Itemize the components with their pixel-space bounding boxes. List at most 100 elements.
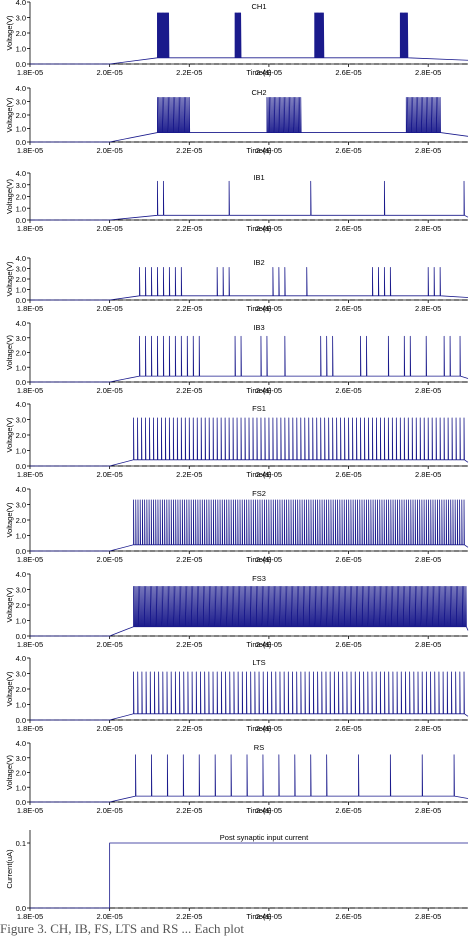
y-tick-label: 2.0: [16, 431, 26, 440]
x-tick-label: 2.8E-05: [415, 68, 441, 77]
x-tick-label: 2.8E-05: [415, 224, 441, 233]
x-tick-label: 2.4E-05: [256, 146, 282, 155]
y-tick-label: 2.0: [16, 685, 26, 694]
x-tick-label: 2.2E-05: [176, 470, 202, 479]
panel-ib2: 0.01.0 2.03.0 4.0 1.8E-05 2.0E-05 2.2E-05 2.4E…: [5, 254, 469, 313]
y-tick-label: 1.0: [16, 45, 26, 54]
x-tick-label: 2.4E-05: [256, 386, 282, 395]
y-tick-label: 3.0: [16, 181, 26, 190]
x-tick-label: 2.2E-05: [176, 304, 202, 313]
voltage-trace: [30, 671, 469, 721]
panel-title: LTS: [252, 658, 265, 667]
panel-lts: 0.0 1.0 2.0 3.0 4.0 1.8E-05 2.0E-05 2.2E-05 2.4E…: [5, 654, 469, 733]
y-tick-label: 1.0: [16, 447, 26, 456]
x-tick-label: 1.8E-05: [17, 146, 43, 155]
panel-fs1: 0.0 1.0 2.0 3.0 4.0 1.8E-05 2.0E-05 2.2E-05 2.4E…: [5, 400, 469, 479]
x-tick-label: 2.8E-05: [415, 724, 441, 733]
y-tick-label: 0.0: [16, 60, 26, 69]
voltage-trace: [30, 335, 469, 383]
voltage-trace: [30, 754, 469, 803]
y-axis-label: Voltage(V): [5, 97, 14, 133]
y-tick-label: 3.0: [16, 334, 26, 343]
y-tick-label: 2.0: [16, 769, 26, 778]
y-axis-label: Voltage(V): [5, 15, 14, 51]
x-tick-label: 2.8E-05: [415, 304, 441, 313]
x-tick-label: 2.8E-05: [415, 146, 441, 155]
x-tick-label: 2.6E-05: [335, 724, 361, 733]
y-tick-label: 2.0: [16, 275, 26, 284]
x-tick-label: 1.8E-05: [17, 224, 43, 233]
y-tick-label: 2.0: [16, 111, 26, 120]
x-tick-label: 2.8E-05: [415, 912, 441, 921]
x-tick-label: 2.0E-05: [96, 68, 122, 77]
y-tick-label: 1.0: [16, 532, 26, 541]
x-tick-label: 2.2E-05: [176, 912, 202, 921]
y-tick-label: 4.0: [16, 0, 26, 7]
y-tick-label: 4.0: [16, 654, 26, 663]
y-axis-label: Voltage(V): [5, 502, 14, 538]
x-axis-label: Time(s): [246, 68, 272, 77]
y-tick-label: 4.0: [16, 169, 26, 178]
y-tick-label: 3.0: [16, 416, 26, 425]
x-tick-label: 2.6E-05: [335, 68, 361, 77]
x-tick-label: 2.4E-05: [256, 806, 282, 815]
x-axis-label: Time(s): [246, 912, 272, 921]
y-tick-label: 0.1: [16, 839, 26, 848]
x-tick-label: 2.0E-05: [96, 146, 122, 155]
figure-caption: Figure 3. CH, IB, FS, LTS and RS ... Eac…: [0, 921, 245, 936]
x-axis-label: Time(s): [246, 806, 272, 815]
y-axis-label: Voltage(V): [5, 417, 14, 453]
axis-lines: [29, 323, 468, 383]
x-tick-label: 2.0E-05: [96, 470, 122, 479]
x-tick-label: 2.0E-05: [96, 555, 122, 564]
y-tick-label: 3.0: [16, 501, 26, 510]
x-tick-label: 2.2E-05: [176, 640, 202, 649]
panel-rs: 0.0 1.0 2.0 3.0 4.0 1.8E-05 2.0E-05 2.2E-05 2.4E…: [5, 739, 469, 815]
panel-title: IB1: [253, 173, 264, 182]
x-tick-label: 1.8E-05: [17, 68, 43, 77]
y-tick-label: 4.0: [16, 570, 26, 579]
x-tick-label: 2.4E-05: [256, 470, 282, 479]
y-tick-label: 1.0: [16, 125, 26, 134]
voltage-trace: [30, 97, 469, 143]
y-tick-label: 2.0: [16, 601, 26, 610]
x-tick-label: 2.0E-05: [96, 912, 122, 921]
y-tick-label: 0.0: [16, 904, 26, 913]
x-axis-label: Time(s): [246, 386, 272, 395]
axis-lines: [29, 173, 468, 221]
x-tick-label: 2.2E-05: [176, 68, 202, 77]
x-tick-label: 2.2E-05: [176, 806, 202, 815]
y-tick-label: 0.0: [16, 378, 26, 387]
x-tick-label: 2.8E-05: [415, 640, 441, 649]
panel-ib3: 0.0 1.0 2.0 3.0 4.0 1.8E-05 2.0E-05 2.2E-05 2.4E…: [5, 319, 469, 395]
y-tick-label: 4.0: [16, 400, 26, 409]
axis-lines: [29, 743, 468, 803]
x-tick-label: 2.8E-05: [415, 386, 441, 395]
y-tick-label: 0.0: [16, 547, 26, 556]
y-tick-label: 1.0: [16, 701, 26, 710]
x-tick-label: 2.8E-05: [415, 555, 441, 564]
x-tick-label: 2.6E-05: [335, 912, 361, 921]
x-tick-label: 2.6E-05: [335, 470, 361, 479]
x-tick-label: 1.8E-05: [17, 555, 43, 564]
panel-title: FS1: [252, 404, 266, 413]
axis-lines: [29, 258, 468, 301]
y-tick-label: 1.0: [16, 204, 26, 213]
x-axis-label: Time(s): [246, 640, 272, 649]
x-tick-label: 2.6E-05: [335, 555, 361, 564]
y-tick-label: 4.0: [16, 84, 26, 93]
x-tick-label: 2.8E-05: [415, 470, 441, 479]
y-axis-label: Current(uA): [5, 849, 14, 889]
y-tick-label: 4.0: [16, 254, 26, 263]
panel-title: FS2: [252, 489, 266, 498]
x-tick-label: 1.8E-05: [17, 386, 43, 395]
x-tick-label: 2.6E-05: [335, 224, 361, 233]
panel-title: CH2: [251, 88, 266, 97]
y-tick-label: 1.0: [16, 783, 26, 792]
panel-title: FS3: [252, 574, 266, 583]
y-tick-label: 4.0: [16, 739, 26, 748]
x-tick-label: 2.6E-05: [335, 806, 361, 815]
y-tick-label: 3.0: [16, 14, 26, 23]
y-axis-label: Voltage(V): [5, 334, 14, 370]
y-axis-label: Voltage(V): [5, 671, 14, 707]
